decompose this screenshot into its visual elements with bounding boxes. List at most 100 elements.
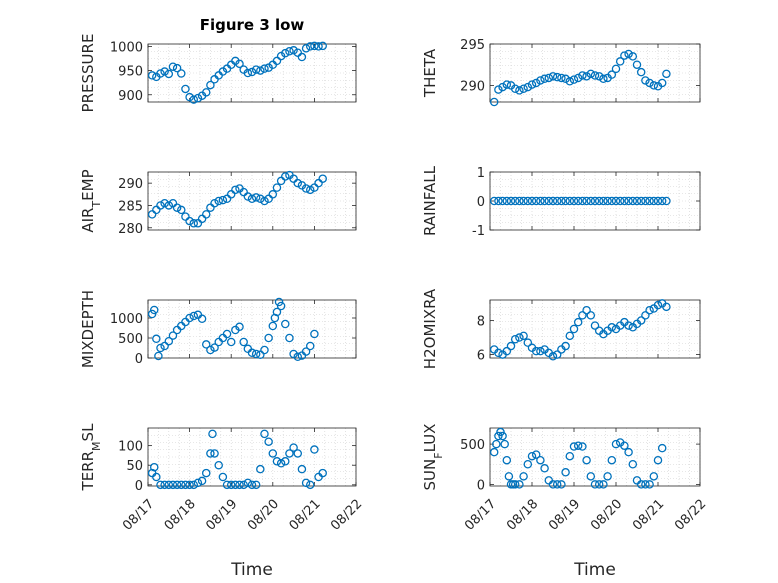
- data-point: [272, 307, 282, 317]
- x-tick-label: 08/17: [462, 497, 499, 534]
- data-point: [590, 480, 600, 489]
- data-point: [578, 196, 587, 206]
- data-point: [548, 72, 558, 81]
- data-point: [214, 196, 223, 206]
- data-point: [561, 341, 570, 351]
- data-point: [552, 350, 562, 359]
- data-point: [206, 345, 215, 355]
- data-point: [489, 447, 499, 457]
- data-point: [620, 196, 629, 206]
- data-point: [185, 216, 194, 226]
- data-point: [301, 347, 311, 356]
- data-point: [310, 41, 319, 51]
- data-point: [649, 196, 659, 206]
- data-point: [154, 351, 163, 361]
- y-tick-label: 8: [477, 314, 485, 329]
- y-tick-label: 100: [118, 440, 143, 455]
- data-point: [569, 196, 579, 206]
- y-axis-label-main: SUN: [421, 459, 439, 491]
- data-point: [653, 455, 663, 465]
- data-point: [557, 196, 566, 206]
- y-tick-label: 900: [118, 89, 143, 104]
- data-point: [573, 73, 583, 83]
- data-point: [164, 336, 174, 346]
- data-point: [231, 185, 240, 195]
- x-tick-label: 08/20: [245, 497, 282, 534]
- data-point: [289, 46, 298, 55]
- data-point: [552, 72, 562, 82]
- data-point: [272, 457, 282, 466]
- data-point: [515, 196, 524, 206]
- data-point: [177, 69, 186, 78]
- data-point: [578, 442, 587, 451]
- data-point: [615, 196, 625, 206]
- data-point: [168, 62, 178, 71]
- axes-box: [147, 43, 357, 103]
- data-point: [156, 343, 165, 353]
- data-point: [504, 472, 514, 481]
- data-point: [510, 334, 520, 344]
- data-point: [624, 196, 633, 206]
- data-point: [498, 431, 507, 441]
- axes-box: [147, 171, 357, 231]
- data-point: [519, 84, 528, 93]
- data-point: [285, 449, 294, 458]
- data-point: [197, 314, 207, 324]
- data-point: [305, 42, 315, 51]
- data-point: [318, 468, 327, 478]
- data-point: [243, 478, 253, 488]
- x-tick-label: 08/20: [588, 497, 625, 534]
- y-tick-label: 1000: [110, 40, 143, 55]
- data-point: [519, 331, 528, 341]
- data-point: [185, 313, 194, 323]
- data-point: [544, 196, 554, 206]
- data-point: [177, 480, 186, 490]
- axes-box: [489, 427, 701, 487]
- data-point: [152, 472, 161, 482]
- data-point: [607, 196, 617, 206]
- data-point: [156, 480, 165, 490]
- y-axis-label-sub: T: [90, 201, 103, 209]
- data-point: [185, 480, 194, 490]
- data-point: [573, 317, 583, 327]
- panel-terr-msl: 0 50 100 08/17 08/18 08/19 08/20 08/21 08/22 TERR…: [79, 423, 365, 534]
- data-point: [201, 88, 211, 97]
- data-point: [164, 201, 174, 210]
- data-point: [289, 443, 298, 452]
- y-tick-label: 290: [118, 177, 143, 192]
- data-point: [611, 439, 621, 449]
- data-point: [247, 348, 257, 358]
- data-point: [548, 480, 558, 489]
- data-point: [201, 210, 211, 219]
- data-point: [498, 196, 507, 206]
- data-point: [607, 323, 617, 332]
- data-point: [318, 41, 327, 51]
- data-point: [193, 478, 203, 488]
- y-tick-label: 1: [477, 166, 485, 181]
- data-point: [489, 196, 499, 206]
- panel-pressure: 900 950 1000 PRESSURE: [79, 34, 357, 112]
- data-point: [510, 480, 520, 489]
- data-point: [310, 445, 319, 454]
- data-point: [251, 480, 261, 490]
- data-point: [527, 451, 537, 461]
- y-axis-label: AIRTEMP: [79, 169, 103, 232]
- data-point: [147, 71, 157, 80]
- data-point: [586, 69, 596, 79]
- data-point: [172, 203, 182, 212]
- data-point: [160, 341, 169, 351]
- data-point: [160, 67, 169, 76]
- data-point: [561, 74, 570, 84]
- data-point: [247, 194, 257, 204]
- data-point: [297, 464, 307, 474]
- data-point: [594, 72, 604, 81]
- data-point: [632, 60, 642, 69]
- y-tick-label: 950: [118, 65, 143, 80]
- panel-mixdepth: 0 500 1000 MIXDEPTH: [79, 290, 357, 368]
- data-point: [201, 468, 211, 478]
- data-point: [586, 196, 596, 206]
- data-point: [645, 480, 654, 489]
- y-axis-label-main: AIR: [79, 208, 97, 233]
- data-point: [641, 311, 650, 320]
- chart-title: Figure 3 low: [200, 16, 305, 34]
